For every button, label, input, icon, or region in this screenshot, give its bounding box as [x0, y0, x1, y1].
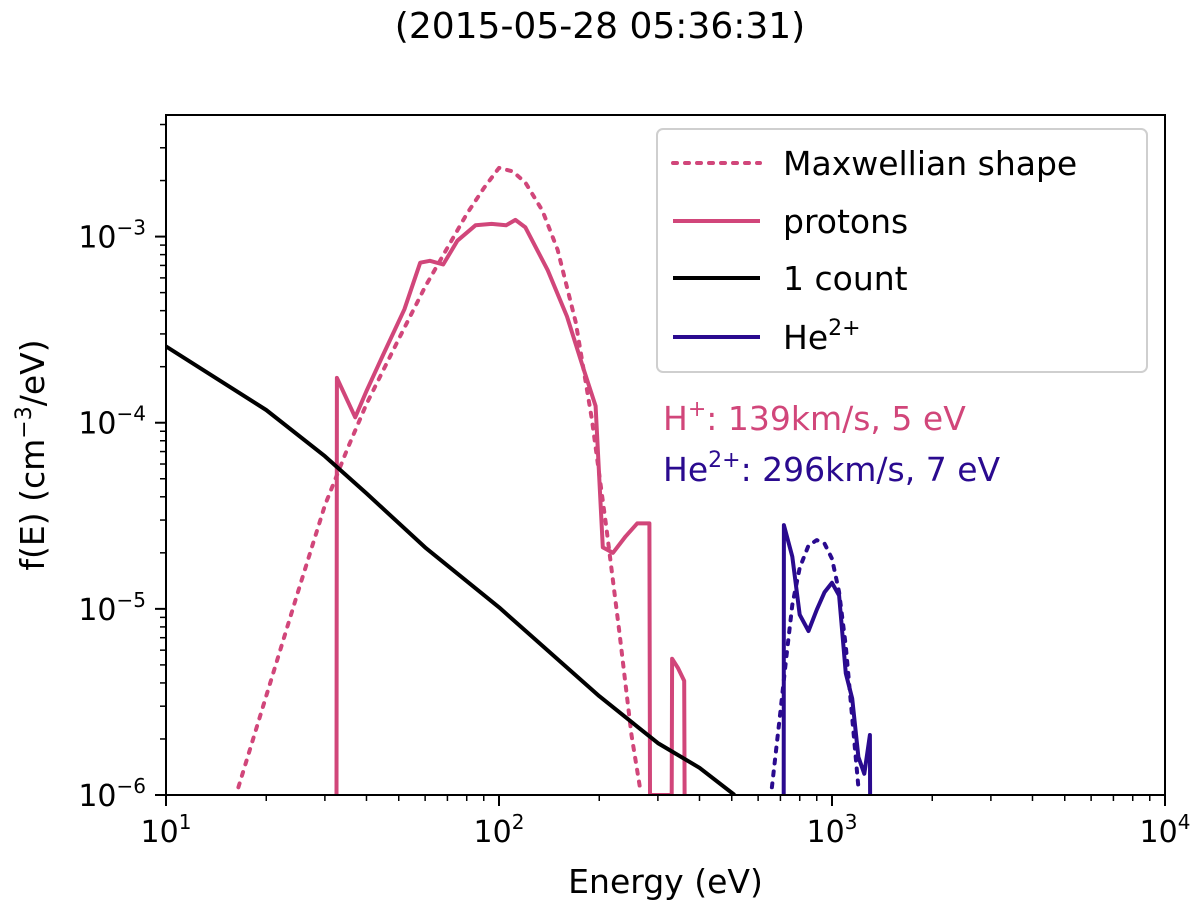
legend-label: 1 count	[783, 259, 908, 298]
series-line-1	[334, 217, 687, 795]
chart-title: (2015-05-28 05:36:31)	[394, 6, 806, 47]
legend-box	[656, 128, 1148, 373]
x-tick-label: 103	[807, 810, 858, 850]
fit-annotation: He2+: 296km/s, 7 eV	[663, 448, 1000, 489]
legend-label: protons	[783, 202, 908, 241]
legend: Maxwellian shape protons 1 count He2+	[656, 128, 1148, 373]
y-tick-label: 10−3	[78, 216, 146, 256]
series-layer	[166, 165, 873, 795]
x-tick-label: 101	[141, 810, 192, 850]
y-tick-label: 10−5	[78, 588, 146, 628]
series-line-0	[236, 165, 642, 790]
fit-annotation: H+: 139km/s, 5 eV	[663, 397, 966, 438]
x-axis-label: Energy (eV)	[568, 862, 763, 901]
legend-label: He2+	[783, 316, 861, 357]
series-line-4	[781, 523, 873, 795]
x-tick-label: 104	[1140, 810, 1191, 850]
axes-ticks	[155, 123, 1166, 806]
legend-label: Maxwellian shape	[783, 144, 1077, 183]
annotations: H+: 139km/s, 5 eV He2+: 296km/s, 7 eV	[663, 397, 1000, 489]
x-tick-label: 102	[474, 810, 525, 850]
y-tick-label: 10−6	[78, 774, 146, 814]
series-line-2	[166, 344, 736, 795]
axes-labels: 101 102 103 104 10−6 10−5 10−4 10−3 Energy (eV) f…	[12, 216, 1190, 901]
y-tick-label: 10−4	[78, 402, 146, 442]
series-line-3	[769, 538, 861, 790]
y-axis-label: f(E) (cm−3/eV)	[12, 339, 52, 570]
plot-frame	[165, 114, 1166, 796]
